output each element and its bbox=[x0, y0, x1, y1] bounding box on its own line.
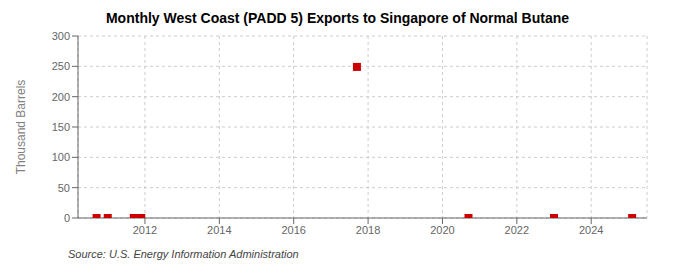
svg-text:2016: 2016 bbox=[281, 224, 305, 236]
svg-text:300: 300 bbox=[52, 30, 70, 42]
svg-text:2018: 2018 bbox=[356, 224, 380, 236]
html-text:Monthly West Coast (PADD 5) Ex: Monthly West Coast (PADD 5) Exports to S… bbox=[106, 10, 569, 26]
svg-text:150: 150 bbox=[52, 121, 70, 133]
svg-text:Thousand Barrels: Thousand Barrels bbox=[14, 80, 28, 175]
svg-text:100: 100 bbox=[52, 151, 70, 163]
svg-text:2012: 2012 bbox=[133, 224, 157, 236]
svg-text:2024: 2024 bbox=[579, 224, 603, 236]
html-text:Source: U.S. Energy Informatio: Source: U.S. Energy Information Administ… bbox=[68, 248, 299, 260]
svg-text:2022: 2022 bbox=[505, 224, 529, 236]
svg-text:50: 50 bbox=[58, 182, 70, 194]
svg-text:2014: 2014 bbox=[207, 224, 231, 236]
svg-text:0: 0 bbox=[64, 212, 70, 224]
svg-text:2020: 2020 bbox=[430, 224, 454, 236]
svg-text:200: 200 bbox=[52, 91, 70, 103]
svg-text:250: 250 bbox=[52, 60, 70, 72]
